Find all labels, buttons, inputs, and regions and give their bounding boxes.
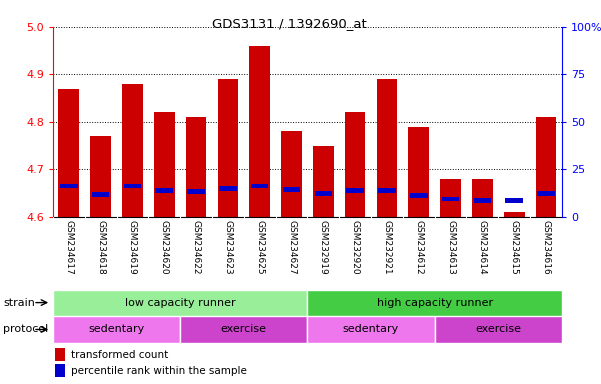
- Bar: [281, 131, 302, 217]
- Text: GSM234613: GSM234613: [446, 220, 455, 275]
- Bar: [249, 46, 270, 217]
- Bar: [410, 193, 427, 198]
- Text: GSM234616: GSM234616: [542, 220, 551, 275]
- Bar: [435, 316, 562, 343]
- Text: sedentary: sedentary: [88, 324, 145, 334]
- Bar: [442, 197, 459, 201]
- Bar: [53, 290, 308, 316]
- Text: protocol: protocol: [3, 324, 48, 334]
- Text: sedentary: sedentary: [343, 324, 399, 334]
- Bar: [180, 316, 308, 343]
- Text: GSM234614: GSM234614: [478, 220, 487, 275]
- Bar: [345, 113, 365, 217]
- Bar: [53, 316, 180, 343]
- Text: GSM234612: GSM234612: [414, 220, 423, 275]
- Bar: [505, 198, 523, 203]
- Text: low capacity runner: low capacity runner: [125, 298, 236, 308]
- Bar: [58, 89, 79, 217]
- Bar: [282, 187, 300, 192]
- Text: exercise: exercise: [475, 324, 521, 334]
- Bar: [441, 179, 461, 217]
- Bar: [55, 348, 64, 361]
- Text: high capacity runner: high capacity runner: [377, 298, 493, 308]
- Text: GSM234620: GSM234620: [160, 220, 169, 275]
- Bar: [156, 189, 173, 193]
- Bar: [378, 189, 395, 193]
- Bar: [313, 146, 334, 217]
- Text: GSM234618: GSM234618: [96, 220, 105, 275]
- Text: GSM234619: GSM234619: [128, 220, 137, 275]
- Bar: [377, 79, 397, 217]
- Bar: [188, 189, 205, 194]
- Text: GSM234623: GSM234623: [224, 220, 233, 275]
- Bar: [308, 316, 435, 343]
- Bar: [154, 113, 174, 217]
- Bar: [60, 184, 78, 189]
- Text: GDS3131 / 1392690_at: GDS3131 / 1392690_at: [212, 17, 367, 30]
- Bar: [535, 117, 557, 217]
- Text: exercise: exercise: [221, 324, 267, 334]
- Bar: [504, 212, 525, 217]
- Bar: [472, 179, 493, 217]
- Text: percentile rank within the sample: percentile rank within the sample: [71, 366, 246, 376]
- Text: transformed count: transformed count: [71, 349, 168, 359]
- Bar: [308, 290, 562, 316]
- Bar: [218, 79, 238, 217]
- Text: GSM232921: GSM232921: [382, 220, 391, 275]
- Text: GSM232919: GSM232919: [319, 220, 328, 275]
- Text: GSM234617: GSM234617: [64, 220, 73, 275]
- Text: GSM232920: GSM232920: [350, 220, 359, 275]
- Bar: [219, 186, 237, 191]
- Bar: [314, 191, 332, 195]
- Bar: [346, 189, 364, 193]
- Bar: [474, 198, 491, 203]
- Text: GSM234615: GSM234615: [510, 220, 519, 275]
- Bar: [90, 136, 111, 217]
- Bar: [186, 117, 206, 217]
- Text: GSM234627: GSM234627: [287, 220, 296, 275]
- Bar: [537, 191, 555, 195]
- Bar: [55, 364, 64, 377]
- Bar: [92, 192, 109, 197]
- Text: GSM234622: GSM234622: [192, 220, 201, 274]
- Bar: [122, 84, 143, 217]
- Bar: [409, 127, 429, 217]
- Text: strain: strain: [3, 298, 35, 308]
- Text: GSM234625: GSM234625: [255, 220, 264, 275]
- Bar: [124, 184, 141, 189]
- Bar: [251, 184, 269, 189]
